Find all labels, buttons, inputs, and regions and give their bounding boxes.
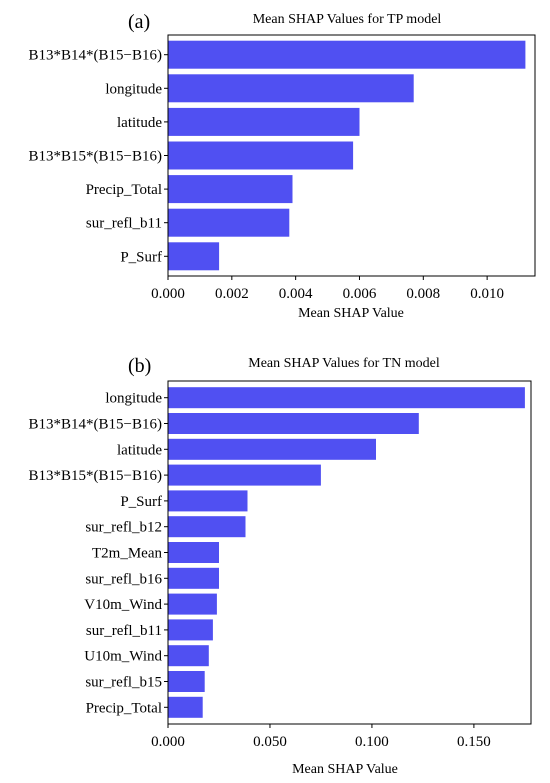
x-tick-label: 0.004 xyxy=(279,286,313,302)
category-label: P_Surf xyxy=(120,249,162,265)
category-label: latitude xyxy=(117,442,162,458)
category-label: Precip_Total xyxy=(86,700,162,716)
category-label: sur_refl_b15 xyxy=(85,675,162,691)
bar xyxy=(168,107,360,136)
x-axis-label-tn: Mean SHAP Value xyxy=(292,762,398,777)
chart-title-tn: Mean SHAP Values for TN model xyxy=(248,356,440,371)
category-label: sur_refl_b11 xyxy=(86,216,162,232)
bar xyxy=(168,464,321,486)
bar xyxy=(168,208,290,237)
x-tick-label: 0.010 xyxy=(470,286,504,302)
bar xyxy=(168,645,209,667)
category-label: B13*B14*(B15−B16) xyxy=(29,417,162,433)
category-label: B13*B15*(B15−B16) xyxy=(29,468,162,484)
bars-group xyxy=(168,387,525,718)
x-tick-label: 0.150 xyxy=(457,734,491,750)
category-labels: longitude B13*B14*(B15−B16) latitude B13*B1… xyxy=(29,391,168,716)
category-label: longitude xyxy=(105,391,162,407)
panel-label-b: (b) xyxy=(128,355,151,377)
category-label: latitude xyxy=(117,115,162,131)
plot-frame xyxy=(167,34,536,277)
category-label: B13*B14*(B15−B16) xyxy=(29,48,162,64)
chart-tn-model: (b) Mean SHAP Values for TN model longit… xyxy=(29,355,532,777)
panel-label-a: (a) xyxy=(128,11,150,33)
x-tick-label: 0.006 xyxy=(343,286,377,302)
bar xyxy=(168,542,219,563)
bar xyxy=(168,40,526,69)
category-label: longitude xyxy=(105,81,162,97)
bar xyxy=(168,696,203,718)
plot-frame xyxy=(167,380,532,725)
category-label: B13*B15*(B15−B16) xyxy=(29,149,162,165)
bar xyxy=(168,438,376,460)
bar xyxy=(168,671,205,692)
x-tick-label: 0.000 xyxy=(151,286,185,302)
category-label: V10m_Wind xyxy=(84,597,162,613)
x-tick-label: 0.000 xyxy=(151,734,185,750)
bar xyxy=(168,413,419,434)
x-ticks: 0.000 0.050 0.100 0.150 xyxy=(151,724,491,750)
bars-group xyxy=(168,40,526,271)
bar xyxy=(168,619,213,641)
category-labels: B13*B14*(B15−B16) longitude latitude B13*B1… xyxy=(29,48,168,265)
bar xyxy=(168,387,525,409)
category-label: T2m_Mean xyxy=(92,546,162,562)
bar xyxy=(168,567,219,589)
bar xyxy=(168,593,217,615)
category-label: P_Surf xyxy=(120,494,162,510)
chart-title-tp: Mean SHAP Values for TP model xyxy=(253,12,442,27)
bar xyxy=(168,74,414,103)
x-tick-label: 0.008 xyxy=(406,286,440,302)
bar xyxy=(168,141,354,170)
category-label: sur_refl_b12 xyxy=(85,520,162,536)
bar xyxy=(168,490,248,512)
x-tick-label: 0.002 xyxy=(215,286,249,302)
bar xyxy=(168,242,220,271)
x-tick-label: 0.050 xyxy=(253,734,287,750)
category-label: Precip_Total xyxy=(86,182,162,198)
x-axis-label-tp: Mean SHAP Value xyxy=(298,306,404,321)
bar xyxy=(168,175,293,204)
category-label: U10m_Wind xyxy=(84,649,162,665)
category-label: sur_refl_b11 xyxy=(86,623,162,639)
category-label: sur_refl_b16 xyxy=(85,571,162,587)
chart-tp-model: (a) Mean SHAP Values for TP model B13*B1… xyxy=(29,11,536,321)
bar xyxy=(168,516,246,538)
x-ticks: 0.000 0.002 0.004 0.006 0.008 0.010 xyxy=(151,276,504,302)
x-tick-label: 0.100 xyxy=(355,734,389,750)
